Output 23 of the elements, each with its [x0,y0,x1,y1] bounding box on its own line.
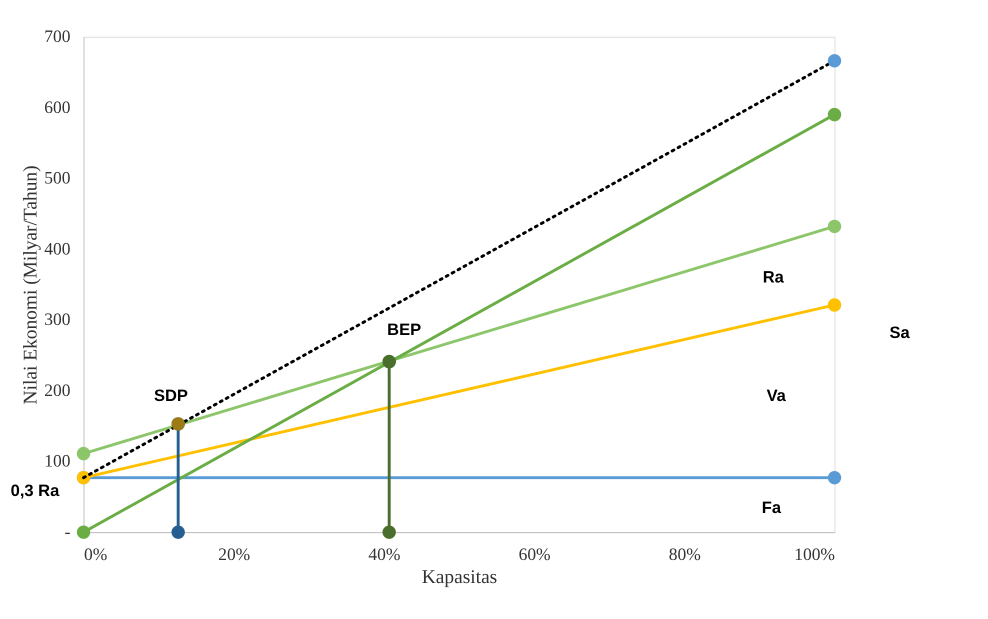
annotation: Va [766,387,787,406]
y-tick-label: 500 [44,168,71,188]
x-tick-label: 0% [84,544,108,564]
x-tick-label: 40% [368,544,400,564]
y-tick-label: 300 [44,309,71,330]
annotation: BEP [387,320,422,339]
text: Sa [890,324,911,342]
annotation: Ra [762,268,785,287]
y-tick-label: 400 [44,238,71,258]
text: 0,3 Ra [10,482,60,500]
annotation: SDP [154,387,188,406]
x-tick-label: 100% [794,544,835,564]
x-tick-label: 20% [218,544,250,564]
x-tick-label: 80% [668,544,701,564]
y-tick-label: 100 [44,450,71,471]
y-axis-title: Nilai Ekonomi (Milyar/Tahun) [20,165,42,404]
y-tick-label: - [64,522,71,542]
y-tick-label: 700 [44,26,71,46]
x-tick-label: 60% [518,544,551,564]
y-tick-label: 600 [44,96,71,117]
annotation: Fa [762,498,782,517]
y-tick-label: 200 [44,380,71,400]
x-axis-title: Kapasitas [422,567,498,588]
